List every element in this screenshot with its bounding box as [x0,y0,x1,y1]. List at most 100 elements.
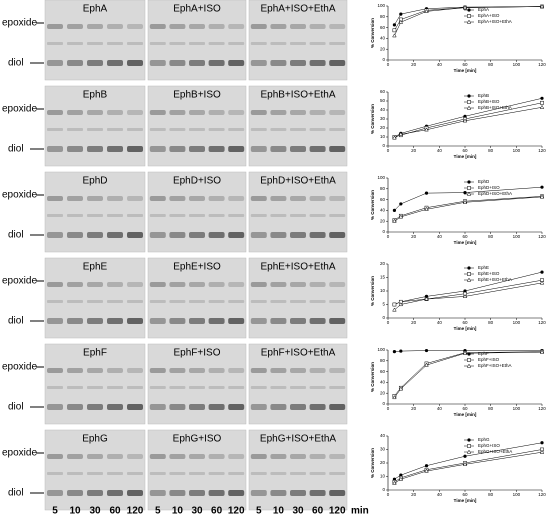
y-tick-label: 10 [380,474,386,479]
band [107,386,123,389]
band [189,214,205,217]
band [250,454,267,459]
lane-label: 30 [292,506,304,517]
band [127,232,143,238]
band [329,368,346,373]
legend-marker [467,186,471,190]
x-tick-label: 60 [462,234,468,239]
band [250,386,267,389]
band [329,318,346,324]
band [309,404,326,410]
band [107,318,123,324]
band [67,318,83,324]
x-tick-label: 20 [411,406,417,411]
x-tick-label: 40 [437,406,443,411]
y-tick-label: 100 [377,347,385,352]
band [290,128,306,131]
gel-title: EphD [82,176,107,187]
band [169,60,186,66]
band [47,318,63,324]
gel-title: EphB [83,90,108,101]
band [329,214,346,217]
data-point [392,28,397,33]
band [87,386,103,389]
series-line [394,442,543,480]
gel-panel [147,429,247,511]
band [208,300,225,303]
y-tick-label: 20 [380,390,386,395]
band [127,128,143,131]
band [107,24,123,29]
band [270,368,287,373]
data-point [540,96,544,100]
legend-label: EphE+ISO+EthA [478,277,512,282]
band [329,24,346,29]
band [329,490,346,496]
lane-unit: min [351,506,369,517]
data-point [424,206,429,211]
legend-label: EphB [478,93,489,98]
band [290,42,306,45]
band [189,146,205,152]
gel-panel [44,429,146,511]
band [149,472,166,475]
band [290,300,306,303]
y-tick-label: 0 [382,229,385,234]
band [270,42,287,45]
band [309,318,326,324]
gel-title: EphB+ISO [173,90,221,101]
band [208,196,225,201]
band [208,146,225,152]
band [87,404,103,410]
data-point [392,135,397,140]
band [169,24,186,29]
band [127,196,143,201]
band [270,214,287,217]
band [127,42,143,45]
band [228,282,245,287]
legend-marker [467,94,471,98]
band [228,60,245,66]
legend-label: EphG+ISO [478,443,500,448]
band [87,300,103,303]
y-axis-label: % Conversion [370,190,375,220]
data-point [392,480,397,485]
band [208,454,225,459]
data-point [398,386,404,391]
band [270,454,287,459]
data-point [424,127,429,132]
band [149,146,166,152]
data-point [398,214,404,219]
epoxide-label: epoxide [2,190,37,201]
band [87,368,103,373]
band [228,110,245,115]
data-point [392,395,397,400]
band [250,214,267,217]
x-tick-label: 20 [411,492,417,497]
band [270,146,287,152]
band [169,232,186,238]
band [250,24,267,29]
series-line [394,350,542,352]
series-line [394,279,543,305]
band [270,24,287,29]
lane-label: 10 [273,506,285,517]
band [250,282,267,287]
data-point [539,194,545,199]
band [149,42,166,45]
x-tick-label: 100 [513,320,521,325]
gel-panel [44,171,146,253]
band [290,490,306,496]
band [309,110,326,115]
band [228,490,245,496]
y-tick-label: 30 [380,447,386,452]
band [67,110,83,115]
band [107,490,123,496]
band [329,404,346,410]
diol-label: diol [8,316,24,327]
y-tick-label: 40 [380,208,386,213]
x-tick-label: 80 [488,62,494,67]
lane-label: 60 [109,506,121,517]
band [270,300,287,303]
band [290,60,306,66]
